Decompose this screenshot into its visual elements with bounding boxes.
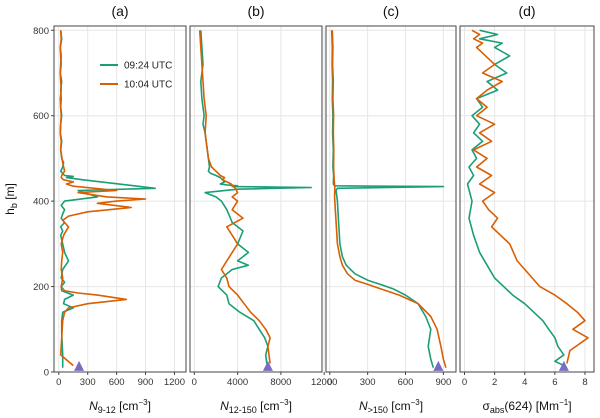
x-tick-label: 12000 [311,377,337,388]
legend-label: 09:24 UTC [124,61,172,72]
panel-c: 0 300 600 900 (c) N>150 [cm−3] [325,3,457,415]
panel-label: (c) [383,3,399,19]
series-line-0924 [330,30,445,368]
x-tick-label: 300 [360,377,376,388]
panel-label: (a) [111,3,128,19]
panel-frame [53,25,187,373]
series-line-0924 [200,30,313,364]
panel-b: 0 4000 8000 12000 (b) N12-150 [cm−3] [189,3,337,415]
series-line-0924 [466,29,565,367]
y-tick-label: 200 [33,282,49,293]
series-line-1004 [331,30,447,368]
panels: 0 300 600 900 1200(a)N9-12 [cm−3]09:24 UTC10… [53,3,595,415]
legend-label: 10:04 UTC [124,80,172,91]
x-axis-label: σabs(624) [Mm−1] [482,398,571,415]
x-tick-label: 900 [435,377,451,388]
series-line-1004 [59,30,147,367]
marker-triangle [558,360,569,371]
x-tick-label: 0 [327,377,332,388]
x-tick-label: 0 [462,377,467,388]
x-tick-label: 4 [522,377,527,388]
x-tick-label: 6 [552,377,557,388]
marker-triangle [262,360,273,371]
y-tick-label: 800 [33,26,49,37]
x-tick-label: 0 [56,377,61,388]
y-tick-label: 0 [44,368,49,379]
series-line-1004 [198,30,271,364]
y-axis-label: hb [m] [3,183,19,215]
marker-triangle [433,360,444,371]
y-tick-label: 400 [33,197,49,208]
x-axis-label: N>150 [cm−3] [359,398,423,415]
x-tick-label: 0 [192,377,197,388]
panel-label: (b) [247,3,264,19]
x-tick-label: 600 [109,377,125,388]
x-tick-label: 300 [80,377,96,388]
shared-y-axis: 0 200 400 600 800 hb [m] [3,26,54,379]
panel-d: 0 2 4 6 8 (d) σabs(624) [Mm−1] [459,3,595,415]
x-tick-label: 8 [582,377,587,388]
panel-frame [459,25,595,373]
x-tick-label: 2 [492,377,497,388]
legend: 09:24 UTC 10:04 UTC [100,61,172,91]
x-axis-label: N9-12 [cm−3] [89,398,151,415]
series-line-1004 [471,29,589,364]
panel-frame [189,25,323,373]
x-axis-label: N12-150 [cm−3] [220,398,292,415]
x-tick-label: 900 [138,377,154,388]
x-tick-label: 4000 [227,377,248,388]
x-tick-label: 8000 [270,377,291,388]
x-tick-label: 1200 [164,377,185,388]
panel-label: (d) [518,3,535,19]
panel-a: 0 300 600 900 1200 (a) N9-12 [cm−3] 09:24 UTC 10… [53,3,187,415]
x-tick-label: 600 [398,377,414,388]
panel-frame [325,25,457,373]
y-tick-label: 600 [33,111,49,122]
marker-triangle [74,360,85,371]
